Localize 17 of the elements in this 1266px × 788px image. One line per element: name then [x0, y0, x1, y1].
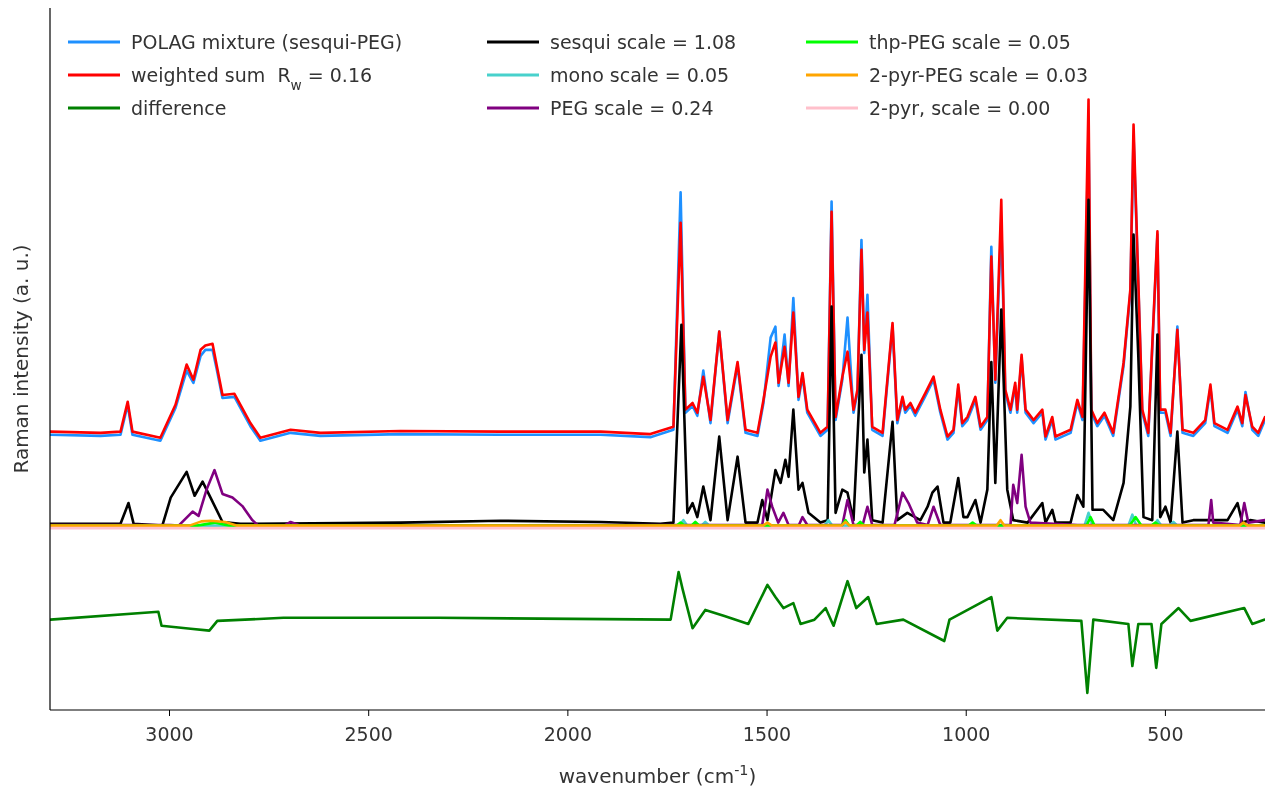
x-tick-label: 3000 — [145, 723, 194, 745]
x-tick-label: 1500 — [742, 723, 792, 745]
y-axis-title: Raman intensity (a. u.) — [9, 244, 33, 474]
x-tick-label: 2000 — [543, 723, 593, 745]
x-tick-label: 2500 — [344, 723, 393, 745]
legend-label: difference — [131, 97, 227, 119]
legend-label: POLAG mixture (sesqui-PEG) — [131, 31, 403, 53]
legend-label: sesqui scale = 1.08 — [550, 31, 737, 53]
legend-label: mono scale = 0.05 — [550, 64, 730, 86]
x-tick-label: 500 — [1147, 723, 1184, 745]
x-axis-title: wavenumber (cm$^{-1}$) — [558, 762, 757, 788]
legend-label: 2-pyr-PEG scale = 0.03 — [869, 64, 1089, 86]
legend-label: weighted sum R$_{w}$ = 0.16 — [131, 64, 373, 93]
legend-label: 2-pyr, scale = 0.00 — [869, 97, 1051, 119]
legend-label: PEG scale = 0.24 — [550, 97, 714, 119]
x-tick-label: 1000 — [942, 723, 991, 745]
legend-label: thp-PEG scale = 0.05 — [869, 31, 1071, 53]
